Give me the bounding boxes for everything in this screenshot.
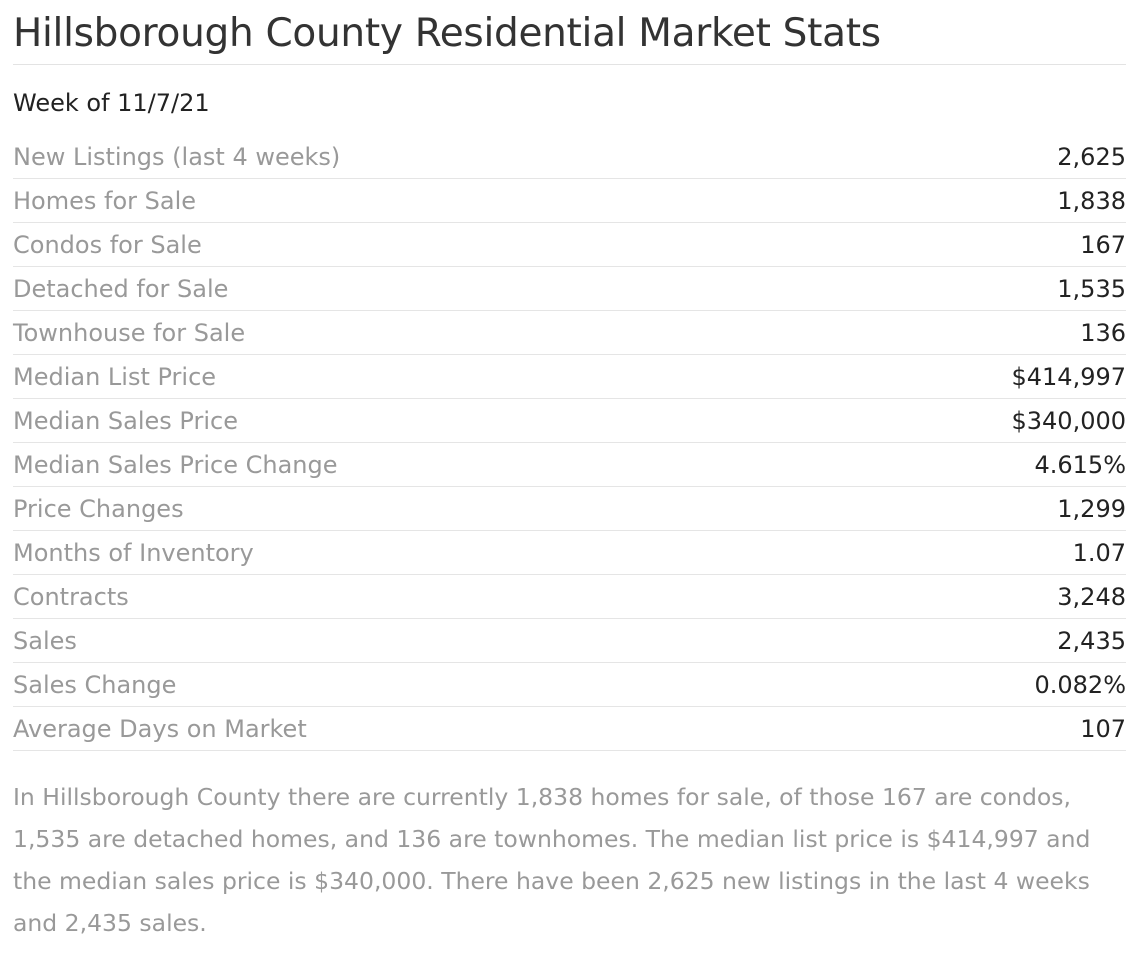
- stat-value: 1,838: [569, 178, 1126, 223]
- stat-label: Detached for Sale: [13, 266, 570, 311]
- stat-row-median-list-price: Median List Price $414,997: [13, 354, 1126, 399]
- stat-label: Sales: [13, 618, 570, 663]
- stat-value: 136: [569, 310, 1126, 355]
- stat-label: Condos for Sale: [13, 222, 570, 267]
- stat-label: Homes for Sale: [13, 178, 570, 223]
- stat-row-detached-for-sale: Detached for Sale 1,535: [13, 266, 1126, 311]
- stat-value: 2,625: [569, 135, 1126, 179]
- stat-label: Townhouse for Sale: [13, 310, 570, 355]
- stat-value: 107: [569, 706, 1126, 751]
- stat-value: $414,997: [569, 354, 1126, 399]
- stat-row-contracts: Contracts 3,248: [13, 574, 1126, 619]
- stat-row-price-changes: Price Changes 1,299: [13, 486, 1126, 531]
- stat-label: Contracts: [13, 574, 570, 619]
- stat-value: 4.615%: [569, 442, 1126, 487]
- stat-label: Median Sales Price: [13, 398, 570, 443]
- stat-label: Sales Change: [13, 662, 570, 707]
- stat-value: $340,000: [569, 398, 1126, 443]
- market-summary-paragraph: In Hillsborough County there are current…: [13, 783, 1091, 937]
- week-label: Week of 11/7/21: [13, 89, 210, 117]
- stat-row-months-of-inventory: Months of Inventory 1.07: [13, 530, 1126, 575]
- stat-row-sales-change: Sales Change 0.082%: [13, 662, 1126, 707]
- stat-row-condos-for-sale: Condos for Sale 167: [13, 222, 1126, 267]
- stat-label: Median List Price: [13, 354, 570, 399]
- stat-value: 1,535: [569, 266, 1126, 311]
- stat-row-homes-for-sale: Homes for Sale 1,838: [13, 178, 1126, 223]
- stat-row-median-sales-price-change: Median Sales Price Change 4.615%: [13, 442, 1126, 487]
- stat-value: 2,435: [569, 618, 1126, 663]
- stat-value: 1.07: [569, 530, 1126, 575]
- stat-label: Price Changes: [13, 486, 570, 531]
- stat-row-townhouse-for-sale: Townhouse for Sale 136: [13, 310, 1126, 355]
- stat-label: Months of Inventory: [13, 530, 570, 575]
- stat-value: 167: [569, 222, 1126, 267]
- stat-row-average-days-on-market: Average Days on Market 107: [13, 706, 1126, 751]
- page-title: Hillsborough County Residential Market S…: [13, 0, 1126, 65]
- stat-value: 0.082%: [569, 662, 1126, 707]
- stats-table: New Listings (last 4 weeks) 2,625 Homes …: [13, 135, 1126, 751]
- stat-label: Average Days on Market: [13, 706, 570, 751]
- stat-row-median-sales-price: Median Sales Price $340,000: [13, 398, 1126, 443]
- market-stats-page: Hillsborough County Residential Market S…: [13, 0, 1126, 944]
- stat-label: New Listings (last 4 weeks): [13, 135, 570, 179]
- stat-row-new-listings: New Listings (last 4 weeks) 2,625: [13, 135, 1126, 179]
- stat-row-sales: Sales 2,435: [13, 618, 1126, 663]
- stat-label: Median Sales Price Change: [13, 442, 570, 487]
- stat-value: 1,299: [569, 486, 1126, 531]
- stat-value: 3,248: [569, 574, 1126, 619]
